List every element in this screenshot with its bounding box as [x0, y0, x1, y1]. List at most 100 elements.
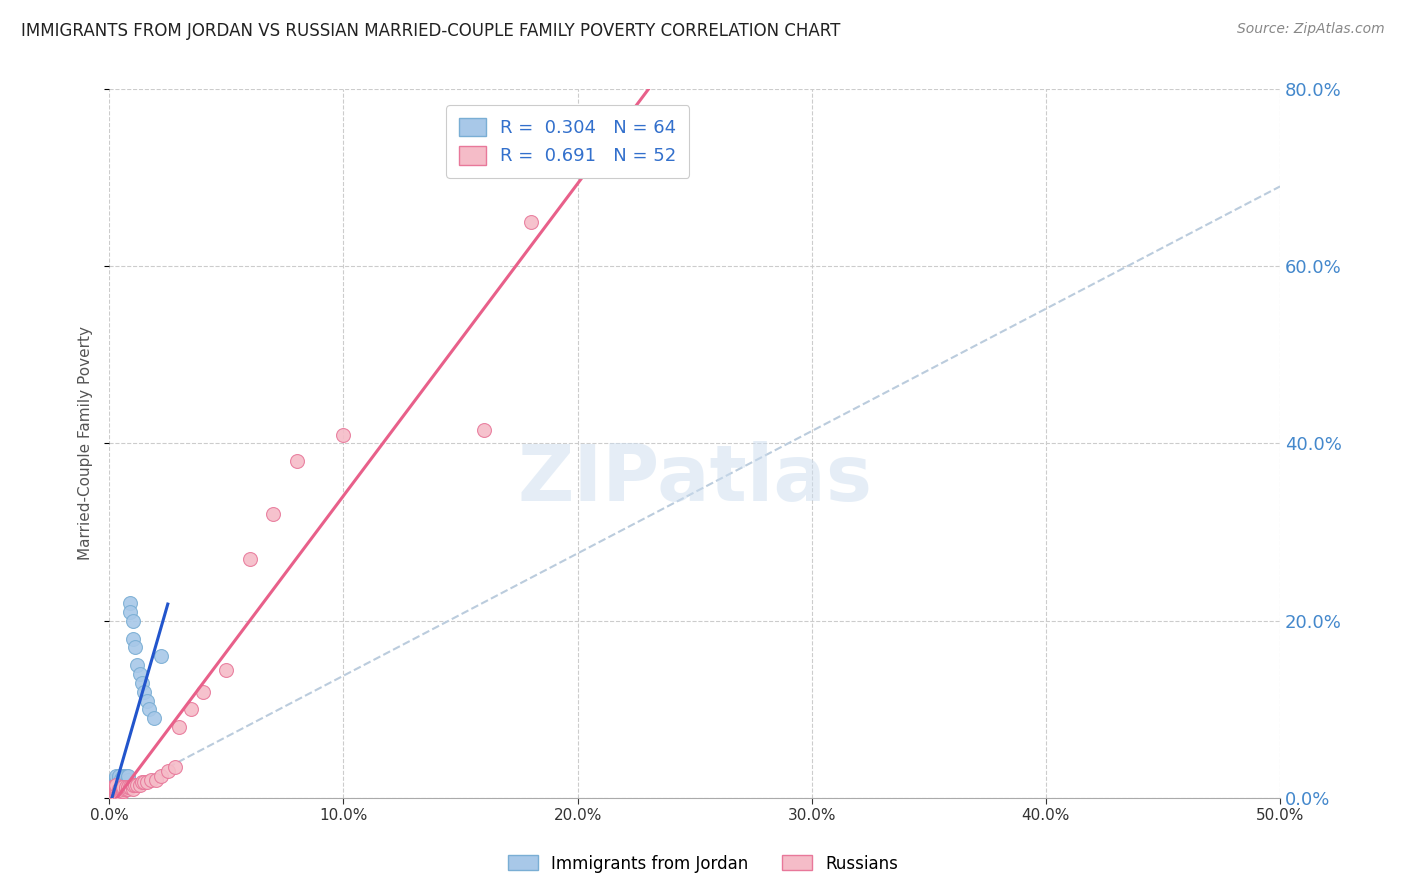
Point: [105, 778, 128, 792]
Point: [100, 784, 122, 798]
Point: [112, 775, 135, 789]
Point: [107, 769, 129, 783]
Point: [110, 780, 132, 795]
Point: [114, 780, 136, 795]
Point: [131, 675, 153, 690]
Point: [107, 787, 129, 801]
Text: ZIPatlas: ZIPatlas: [517, 441, 872, 517]
Point: [103, 782, 125, 797]
Point: [142, 711, 165, 725]
Point: [149, 769, 172, 783]
Point: [105, 780, 128, 795]
Point: [101, 784, 124, 798]
Point: [100, 780, 122, 795]
Point: [114, 775, 136, 789]
Point: [100, 780, 122, 795]
Point: [120, 596, 142, 610]
Point: [180, 702, 202, 716]
Text: IMMIGRANTS FROM JORDAN VS RUSSIAN MARRIED-COUPLE FAMILY POVERTY CORRELATION CHAR: IMMIGRANTS FROM JORDAN VS RUSSIAN MARRIE…: [21, 22, 841, 40]
Point: [163, 760, 186, 774]
Point: [107, 782, 129, 797]
Point: [110, 778, 132, 792]
Point: [135, 775, 157, 789]
Point: [110, 787, 132, 801]
Point: [107, 778, 129, 792]
Point: [112, 769, 135, 783]
Point: [103, 782, 125, 797]
Point: [114, 769, 136, 783]
Point: [103, 784, 125, 798]
Point: [239, 551, 262, 566]
Point: [519, 215, 541, 229]
Point: [105, 780, 128, 795]
Point: [121, 632, 143, 646]
Point: [114, 778, 136, 792]
Point: [120, 780, 142, 795]
Point: [101, 778, 124, 792]
Point: [105, 769, 128, 783]
Point: [114, 773, 136, 788]
Legend: Immigrants from Jordan, Russians: Immigrants from Jordan, Russians: [502, 848, 904, 880]
Point: [103, 775, 125, 789]
Point: [128, 667, 150, 681]
Point: [112, 782, 135, 797]
Point: [128, 778, 150, 792]
Point: [103, 787, 125, 801]
Point: [105, 784, 128, 798]
Point: [110, 772, 132, 786]
Point: [110, 784, 132, 798]
Point: [112, 778, 135, 792]
Point: [191, 684, 214, 698]
Point: [145, 773, 167, 788]
Point: [100, 787, 122, 801]
Point: [332, 427, 354, 442]
Point: [105, 775, 128, 789]
Point: [100, 787, 122, 801]
Point: [134, 684, 156, 698]
Point: [114, 782, 136, 797]
Point: [107, 780, 129, 795]
Point: [110, 782, 132, 797]
Point: [141, 773, 163, 788]
Point: [103, 780, 125, 795]
Point: [169, 720, 191, 734]
Point: [103, 784, 125, 798]
Point: [110, 775, 132, 789]
Point: [112, 773, 135, 788]
Legend: R =  0.304   N = 64, R =  0.691   N = 52: R = 0.304 N = 64, R = 0.691 N = 52: [446, 105, 689, 178]
Point: [117, 780, 139, 795]
Point: [112, 782, 135, 797]
Point: [100, 778, 122, 792]
Point: [138, 702, 160, 716]
Point: [101, 787, 124, 801]
Point: [127, 778, 149, 792]
Point: [117, 773, 139, 788]
Point: [105, 787, 128, 801]
Point: [131, 775, 153, 789]
Point: [107, 775, 129, 789]
Point: [117, 769, 139, 783]
Point: [121, 782, 143, 797]
Point: [121, 614, 143, 628]
Point: [100, 787, 122, 801]
Point: [134, 775, 156, 789]
Point: [149, 649, 172, 664]
Point: [100, 782, 122, 797]
Point: [112, 780, 135, 795]
Point: [110, 787, 132, 801]
Point: [135, 693, 157, 707]
Point: [103, 773, 125, 788]
Point: [105, 778, 128, 792]
Point: [117, 782, 139, 797]
Point: [262, 508, 284, 522]
Text: Source: ZipAtlas.com: Source: ZipAtlas.com: [1237, 22, 1385, 37]
Point: [156, 764, 179, 779]
Point: [107, 787, 129, 801]
Point: [107, 772, 129, 786]
Point: [103, 780, 125, 795]
Point: [105, 782, 128, 797]
Point: [107, 782, 129, 797]
Point: [100, 782, 122, 797]
Point: [120, 605, 142, 619]
Point: [107, 773, 129, 788]
